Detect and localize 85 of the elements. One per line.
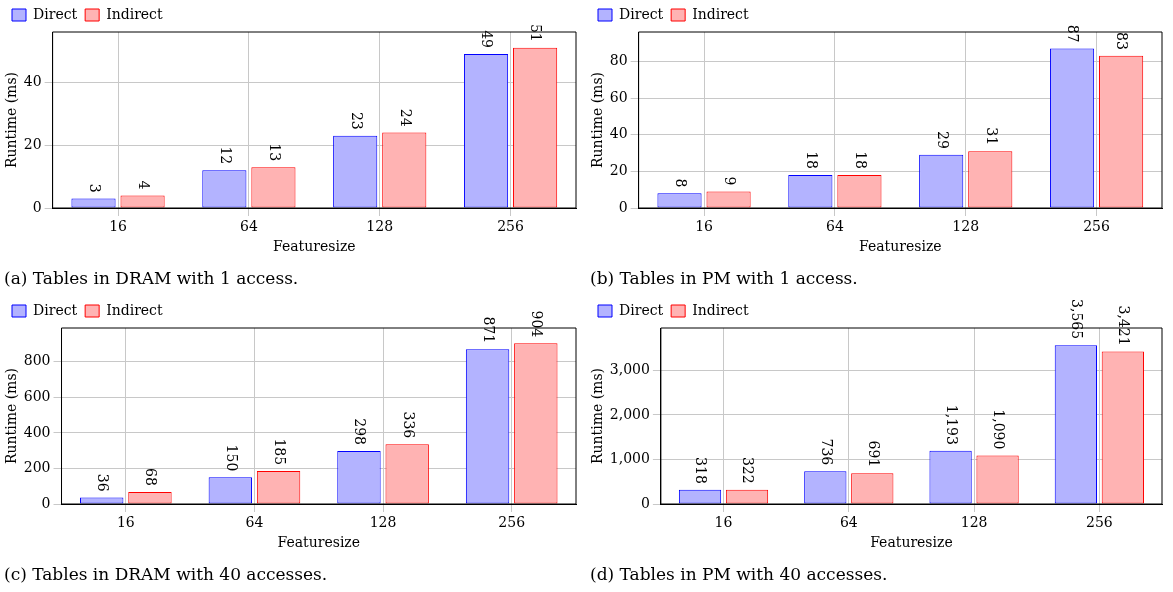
- data-label: 24: [397, 108, 414, 127]
- data-label: 18: [803, 151, 820, 169]
- y-tick-label: 60: [609, 88, 628, 105]
- y-tick-label: 400: [23, 423, 51, 440]
- legend-label: Direct: [619, 5, 664, 22]
- data-label: 298: [352, 418, 369, 446]
- data-label: 1,193: [943, 404, 960, 445]
- x-tick-label: 256: [1083, 218, 1111, 235]
- data-label: 904: [529, 310, 546, 338]
- y-tick-label: 20: [23, 135, 42, 152]
- data-label: 3,565: [1069, 299, 1086, 340]
- x-tick-label: 128: [960, 514, 988, 531]
- x-tick-label: 64: [839, 514, 858, 531]
- text: (d) Tables in PM with 40 accesses.: [590, 564, 888, 585]
- y-tick-label: 0: [618, 198, 628, 215]
- y-tick-label: 3,000: [609, 360, 650, 377]
- data-label: 18: [852, 151, 869, 169]
- y-tick-label: 0: [41, 494, 51, 511]
- data-label: 3,421: [1116, 305, 1133, 346]
- data-label: 150: [223, 444, 240, 472]
- x-tick-label: 128: [366, 218, 394, 235]
- text: (b) Tables in PM with 1 access.: [590, 268, 858, 289]
- y-tick-label: 200: [23, 459, 51, 476]
- data-label: 8: [672, 178, 689, 188]
- legend-label: Indirect: [692, 301, 749, 318]
- data-label: 87: [1065, 24, 1082, 43]
- y-tick-label: 80: [609, 51, 628, 68]
- y-tick-label: 800: [23, 352, 51, 369]
- x-tick-label: 16: [695, 218, 714, 235]
- x-tick-label: 256: [1085, 514, 1113, 531]
- legend-label: Indirect: [106, 301, 163, 318]
- data-label: 68: [143, 468, 160, 486]
- x-tick-label: 16: [109, 218, 128, 235]
- y-tick-label: 0: [32, 198, 42, 215]
- y-tick-label: 0: [640, 494, 650, 511]
- x-axis-title: Featuresize: [870, 533, 953, 550]
- y-axis-title: Runtime (ms): [3, 71, 20, 169]
- y-tick-label: 600: [23, 387, 51, 404]
- legend-label: Direct: [33, 5, 78, 22]
- text: (c) Tables in DRAM with 40 accesses.: [4, 564, 328, 585]
- data-label: 83: [1114, 32, 1131, 50]
- data-label: 9: [721, 176, 738, 186]
- data-label: 3: [86, 183, 103, 193]
- data-label: 336: [400, 411, 417, 439]
- text: (a) Tables in DRAM with 1 access.: [4, 268, 299, 289]
- data-label: 49: [479, 30, 496, 48]
- x-tick-label: 64: [825, 218, 844, 235]
- legend-label: Direct: [33, 301, 78, 318]
- x-tick-label: 16: [714, 514, 733, 531]
- data-label: 691: [865, 440, 882, 468]
- y-tick-label: 40: [23, 72, 42, 89]
- y-tick-label: 1,000: [609, 450, 650, 467]
- y-axis-title: Runtime (ms): [589, 71, 606, 169]
- y-tick-label: 20: [609, 161, 628, 178]
- y-tick-label: 40: [609, 125, 628, 142]
- data-label: 13: [266, 143, 283, 162]
- y-axis-title: Runtime (ms): [3, 367, 20, 465]
- data-label: 4: [135, 180, 152, 190]
- data-label: 23: [348, 111, 365, 130]
- x-axis-title: Featuresize: [859, 237, 942, 254]
- data-label: 736: [818, 438, 835, 466]
- legend-label: Indirect: [692, 5, 749, 22]
- x-tick-label: 128: [369, 514, 397, 531]
- data-label: 36: [95, 473, 112, 492]
- y-axis-title: Runtime (ms): [589, 367, 606, 465]
- data-label: 51: [528, 23, 545, 42]
- legend-label: Direct: [619, 301, 664, 318]
- data-label: 31: [983, 127, 1000, 146]
- data-label: 318: [693, 457, 710, 484]
- data-label: 12: [217, 146, 234, 165]
- x-tick-label: 16: [116, 514, 135, 531]
- x-axis-title: Featuresize: [273, 237, 356, 254]
- data-label: 871: [480, 316, 497, 344]
- x-tick-label: 128: [952, 218, 980, 235]
- x-tick-label: 256: [497, 218, 525, 235]
- x-tick-label: 64: [239, 218, 258, 235]
- x-axis-title: Featuresize: [277, 533, 361, 550]
- legend-label: Indirect: [106, 5, 163, 22]
- data-label: 29: [934, 131, 951, 149]
- x-tick-label: 256: [498, 514, 526, 531]
- data-label: 1,090: [990, 409, 1007, 450]
- data-label: 185: [271, 438, 288, 466]
- x-tick-label: 64: [245, 514, 264, 531]
- y-tick-label: 2,000: [609, 405, 650, 422]
- data-label: 322: [740, 456, 757, 484]
